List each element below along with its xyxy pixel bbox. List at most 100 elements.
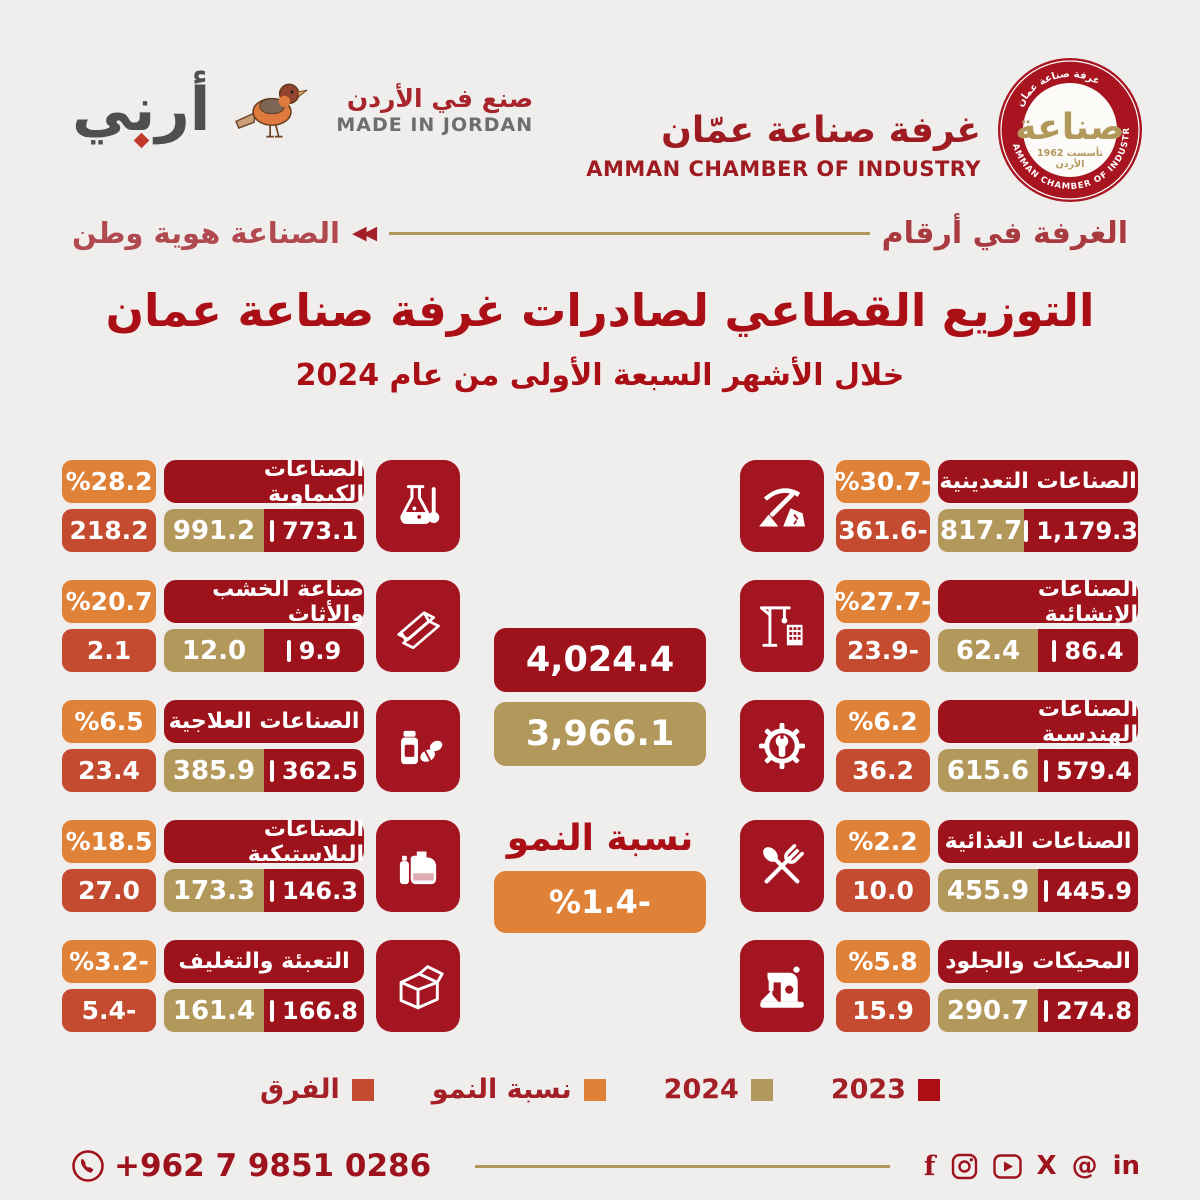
growth-badge: %30.7- — [834, 460, 932, 503]
gold-divider-line — [389, 231, 870, 235]
difference-value: 10.0 — [836, 869, 930, 912]
packaging-box-icon — [376, 940, 460, 1032]
value-2024: 615.6 — [938, 749, 1038, 792]
growth-badge: %6.5 — [62, 700, 156, 743]
totals-summary: 4,024.4 3,966.1 نسبة النمو %1.4- — [494, 628, 706, 933]
difference-value: 2.1 — [62, 629, 156, 672]
bird-icon — [235, 83, 308, 138]
value-separator — [270, 519, 275, 542]
value-2023: 445.9 — [1038, 869, 1138, 912]
sector-block-wood: %20.7 صناعة الخشب والأثاث 2.1 12.0 9.9 — [62, 577, 460, 672]
growth-badge: %2.2 — [836, 820, 930, 863]
growth-badge: %6.2 — [836, 700, 930, 743]
values-pill: 385.9 362.5 — [164, 749, 364, 792]
value-separator — [1024, 519, 1029, 542]
value-2023: 86.4 — [1038, 629, 1138, 672]
pharma-pills-icon — [376, 700, 460, 792]
sector-block-engineering: %6.2 الصناعات الهندسية 36.2 615.6 579.4 — [740, 697, 1138, 792]
sector-name: الصناعات التعدينية — [938, 460, 1138, 503]
values-pill: 455.9 445.9 — [938, 869, 1138, 912]
value-2023: 274.8 — [1038, 989, 1138, 1032]
value-2023: 579.4 — [1038, 749, 1138, 792]
made-in-jordan-arabic: صنع في الأردن — [346, 83, 534, 113]
value-2024: 290.7 — [938, 989, 1038, 1032]
food-utensils-icon — [740, 820, 824, 912]
values-pill: 161.4 166.8 — [164, 989, 364, 1032]
value-2023: 362.5 — [264, 749, 364, 792]
value-2024: 62.4 — [938, 629, 1038, 672]
made-in-jordan-english: MADE IN JORDAN — [336, 113, 534, 136]
legend-swatch-2024 — [750, 1078, 773, 1101]
chamber-name-arabic: غرفة صناعة عمّان — [661, 109, 981, 151]
value-2024: 161.4 — [164, 989, 264, 1032]
difference-value: 361.6- — [836, 509, 930, 552]
difference-value: 5.4- — [62, 989, 156, 1032]
sector-block-packaging: %3.2- التعبئة والتغليف 5.4- 161.4 166.8 — [62, 940, 460, 1032]
growth-badge: %20.7 — [62, 580, 156, 623]
plastic-bottle-icon — [376, 820, 460, 912]
value-separator — [270, 879, 275, 902]
page-subtitle: خلال الأشهر السبعة الأولى من عام 2024 — [295, 358, 905, 393]
made-in-jordan-logo-group: أرني صنع في الأردن MADE IN JORDAN — [72, 72, 534, 149]
sector-name: المحيكات والجلود — [938, 940, 1138, 983]
value-2024: 173.3 — [164, 869, 264, 912]
sector-column-left: %28.2 الصناعات الكيماوية 218.2 991.2 773… — [62, 457, 460, 1060]
seal-sub1: تأسست 1962 — [1037, 146, 1103, 159]
value-2024: 817.7 — [938, 509, 1025, 552]
chemical-flask-icon — [376, 460, 460, 552]
values-pill: 991.2 773.1 — [164, 509, 364, 552]
legend-item-growth: نسبة النمو — [432, 1074, 606, 1105]
values-pill: 12.0 9.9 — [164, 629, 364, 672]
values-pill: 173.3 146.3 — [164, 869, 364, 912]
value-2023: 9.9 — [264, 629, 364, 672]
legend: 2023 2024 نسبة النمو الفرق — [0, 1074, 1200, 1105]
engineering-gear-icon — [740, 700, 824, 792]
mining-pickaxe-icon — [740, 460, 824, 552]
seal-word: صناعة — [1015, 107, 1124, 148]
value-2024: 12.0 — [164, 629, 264, 672]
x-icon: X — [1036, 1151, 1057, 1181]
value-2024: 991.2 — [164, 509, 264, 552]
tagline-right-text: الغرفة في أرقام — [881, 215, 1128, 251]
sector-name: الصناعات الإنشائية — [938, 577, 1138, 627]
values-pill: 290.7 274.8 — [938, 989, 1138, 1032]
page-title: التوزيع القطاعي لصادرات غرفة صناعة عمان — [105, 284, 1095, 337]
footer-gold-line — [475, 1164, 890, 1168]
sector-name: الصناعات الكيماوية — [164, 457, 364, 507]
whatsapp-icon — [72, 1150, 104, 1182]
value-separator — [270, 759, 275, 782]
chamber-seal-icon: غرفة صناعة عمان AMMAN CHAMBER OF INDUSTR… — [995, 55, 1142, 202]
sector-block-mining: %30.7- الصناعات التعدينية 361.6- 817.7 1… — [740, 460, 1138, 552]
growth-badge: %18.5 — [62, 820, 156, 863]
legend-item-2023: 2023 — [831, 1074, 940, 1105]
growth-badge: %3.2- — [62, 940, 156, 983]
legend-swatch-growth — [583, 1078, 606, 1101]
seal-sub2: الأردن — [1056, 158, 1085, 170]
difference-value: 36.2 — [836, 749, 930, 792]
values-pill: 615.6 579.4 — [938, 749, 1138, 792]
growth-rate-label: نسبة النمو — [506, 818, 694, 859]
sector-block-chemical: %28.2 الصناعات الكيماوية 218.2 991.2 773… — [62, 457, 460, 552]
sector-block-construction: %27.7- الصناعات الإنشائية 23.9- 62.4 86.… — [740, 577, 1138, 672]
growth-rate-value-box: %1.4- — [494, 871, 706, 933]
value-2023: 146.3 — [264, 869, 364, 912]
value-2024: 455.9 — [938, 869, 1038, 912]
sector-block-plastic: %18.5 الصناعات البلاستيكية 27.0 173.3 14… — [62, 817, 460, 912]
value-2023: 166.8 — [264, 989, 364, 1032]
legend-item-difference: الفرق — [260, 1074, 374, 1105]
value-2023: 773.1 — [264, 509, 364, 552]
sewing-machine-icon — [740, 940, 824, 1032]
tagline-divider: الصناعة هوية وطن ◀◀ الغرفة في أرقام — [72, 212, 1128, 254]
sector-block-food: %2.2 الصناعات الغذائية 10.0 455.9 445.9 — [740, 820, 1138, 912]
threads-icon: @ — [1071, 1151, 1098, 1181]
total-2023-box: 4,024.4 — [494, 628, 706, 692]
legend-item-2024: 2024 — [664, 1074, 773, 1105]
social-icons: f X @ in — [924, 1151, 1140, 1182]
growth-badge: %27.7- — [834, 580, 932, 623]
values-pill: 817.7 1,179.3 — [938, 509, 1138, 552]
value-separator — [286, 639, 291, 662]
value-separator — [1044, 879, 1049, 902]
legend-swatch-2023 — [917, 1078, 940, 1101]
jordanian-wordmark-text: أرني — [72, 75, 211, 145]
